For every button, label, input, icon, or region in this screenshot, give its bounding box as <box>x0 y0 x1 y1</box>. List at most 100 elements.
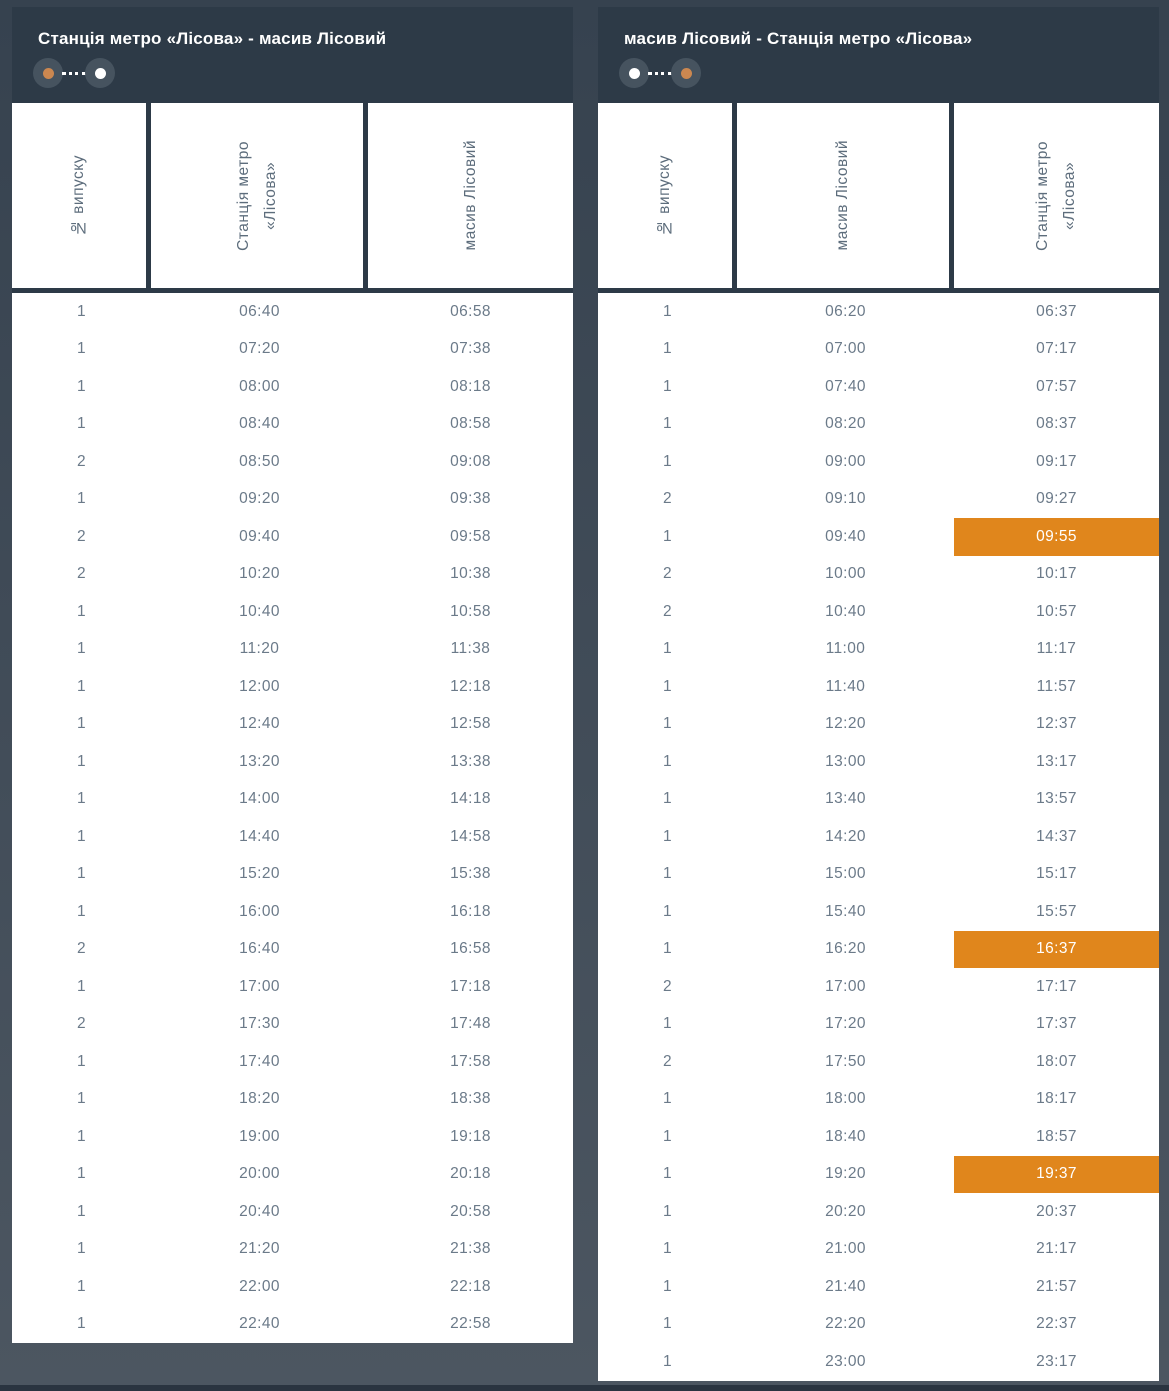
issue-number-cell: 1 <box>76 827 87 845</box>
arrival-time-cell: 10:58 <box>450 602 491 620</box>
issue-number-cell: 1 <box>662 415 673 433</box>
route-dotted-line-icon <box>62 71 86 75</box>
route-direction-icon <box>33 58 115 88</box>
column-header-issue-number: № випуску <box>598 103 732 288</box>
arrival-time-cell: 19:18 <box>450 1127 491 1145</box>
table-header-row: № випуску масив Лісовий Станція метро «Л… <box>598 103 1159 288</box>
arrival-time-cell: 17:48 <box>450 1015 491 1033</box>
issue-number-cell: 2 <box>76 527 87 545</box>
issue-number-cell: 1 <box>662 340 673 358</box>
arrival-time-cell: 12:18 <box>450 677 491 695</box>
timetable-row: 2 17:30 17:48 <box>12 1006 573 1044</box>
arrival-time-cell: 14:58 <box>450 827 491 845</box>
arrival-time-cell: 07:17 <box>1036 340 1077 358</box>
issue-number-cell: 1 <box>662 677 673 695</box>
departure-time-cell: 17:30 <box>239 1015 280 1033</box>
issue-number-cell: 2 <box>76 452 87 470</box>
arrival-time-cell: 20:18 <box>450 1165 491 1183</box>
arrival-time-cell: 17:58 <box>450 1052 491 1070</box>
issue-number-cell: 1 <box>76 1240 87 1258</box>
issue-number-cell: 1 <box>662 1240 673 1258</box>
arrival-time-cell: 23:17 <box>1036 1352 1077 1370</box>
issue-number-cell: 2 <box>76 940 87 958</box>
departure-time-cell: 22:40 <box>239 1315 280 1333</box>
arrival-time-cell: 07:57 <box>1036 377 1077 395</box>
arrival-time-cell: 13:17 <box>1036 752 1077 770</box>
departure-time-cell: 13:40 <box>825 790 866 808</box>
timetable-row: 1 08:40 08:58 <box>12 406 573 444</box>
arrival-time-cell: 08:18 <box>450 377 491 395</box>
issue-number-cell: 1 <box>76 752 87 770</box>
timetable-row: 1 08:00 08:18 <box>12 368 573 406</box>
arrival-time-cell: 10:17 <box>1036 565 1077 583</box>
timetable-row: 1 16:00 16:18 <box>12 893 573 931</box>
timetable-row: 1 10:40 10:58 <box>12 593 573 631</box>
timetable-row: 1 14:40 14:58 <box>12 818 573 856</box>
arrival-time-cell: 15:57 <box>1036 902 1077 920</box>
departure-time-cell: 17:20 <box>825 1015 866 1033</box>
arrival-time-cell: 20:37 <box>1036 1202 1077 1220</box>
issue-number-cell: 2 <box>662 1052 673 1070</box>
arrival-time-cell: 07:38 <box>450 340 491 358</box>
column-header-departure-stop: Станція метро «Лісова» <box>151 103 363 288</box>
timetable-row: 1 11:40 11:57 <box>598 668 1159 706</box>
departure-time-cell: 07:20 <box>239 340 280 358</box>
timetable-row: 1 11:00 11:17 <box>598 631 1159 669</box>
arrival-time-cell: 16:37 <box>954 930 1159 968</box>
arrival-time-cell: 12:58 <box>450 715 491 733</box>
departure-time-cell: 08:20 <box>825 415 866 433</box>
table-header-row: № випуску Станція метро «Лісова» масив Л… <box>12 103 573 288</box>
timetable-row: 1 13:40 13:57 <box>598 781 1159 819</box>
timetable-row: 1 12:20 12:37 <box>598 706 1159 744</box>
departure-time-cell: 16:40 <box>239 940 280 958</box>
departure-time-cell: 10:40 <box>239 602 280 620</box>
timetable-row: 1 21:00 21:17 <box>598 1231 1159 1269</box>
arrival-time-cell: 11:57 <box>1036 677 1077 695</box>
departure-time-cell: 20:00 <box>239 1165 280 1183</box>
timetable-row: 1 06:20 06:37 <box>598 293 1159 331</box>
departure-time-cell: 22:20 <box>825 1315 866 1333</box>
timetable-row: 1 20:40 20:58 <box>12 1193 573 1231</box>
arrival-time-cell: 06:58 <box>450 302 491 320</box>
issue-number-cell: 1 <box>662 752 673 770</box>
arrival-time-cell: 11:17 <box>1036 640 1077 658</box>
timetable-row: 1 21:40 21:57 <box>598 1268 1159 1306</box>
issue-number-cell: 1 <box>662 452 673 470</box>
timetable-row: 1 17:40 17:58 <box>12 1043 573 1081</box>
arrival-time-cell: 18:07 <box>1036 1052 1077 1070</box>
timetable-row: 1 18:00 18:17 <box>598 1081 1159 1119</box>
issue-number-cell: 1 <box>76 415 87 433</box>
timetable-panel-to-masyv: Станція метро «Лісова» - масив Лісовий №… <box>12 7 573 1343</box>
timetable-row: 1 07:00 07:17 <box>598 331 1159 369</box>
departure-time-cell: 12:00 <box>239 677 280 695</box>
arrival-time-cell: 16:18 <box>450 902 491 920</box>
arrival-time-cell: 12:37 <box>1036 715 1077 733</box>
departure-time-cell: 14:40 <box>239 827 280 845</box>
issue-number-cell: 1 <box>76 1052 87 1070</box>
arrival-time-cell: 17:18 <box>450 977 491 995</box>
issue-number-cell: 1 <box>662 1315 673 1333</box>
timetable-row: 1 20:20 20:37 <box>598 1193 1159 1231</box>
arrival-time-cell: 09:58 <box>450 527 491 545</box>
departure-time-cell: 11:00 <box>825 640 866 658</box>
departure-time-cell: 08:00 <box>239 377 280 395</box>
issue-number-cell: 1 <box>662 827 673 845</box>
departure-time-cell: 12:40 <box>239 715 280 733</box>
timetable-row: 1 12:00 12:18 <box>12 668 573 706</box>
issue-number-cell: 1 <box>76 977 87 995</box>
issue-number-cell: 1 <box>662 1352 673 1370</box>
arrival-time-cell: 18:17 <box>1036 1090 1077 1108</box>
table-body: 1 06:20 06:37 1 07:00 07:17 1 07:40 07:57 1 08:20 0… <box>598 293 1159 1381</box>
panel-header: Станція метро «Лісова» - масив Лісовий <box>12 7 573 103</box>
issue-number-cell: 1 <box>76 1202 87 1220</box>
issue-number-cell: 2 <box>662 565 673 583</box>
departure-time-cell: 13:20 <box>239 752 280 770</box>
issue-number-cell: 1 <box>662 1165 673 1183</box>
departure-time-cell: 11:40 <box>825 677 866 695</box>
arrival-time-cell: 09:08 <box>450 452 491 470</box>
issue-number-cell: 1 <box>76 340 87 358</box>
departure-time-cell: 21:40 <box>825 1277 866 1295</box>
timetable-row: 1 15:40 15:57 <box>598 893 1159 931</box>
timetable-row: 1 07:40 07:57 <box>598 368 1159 406</box>
